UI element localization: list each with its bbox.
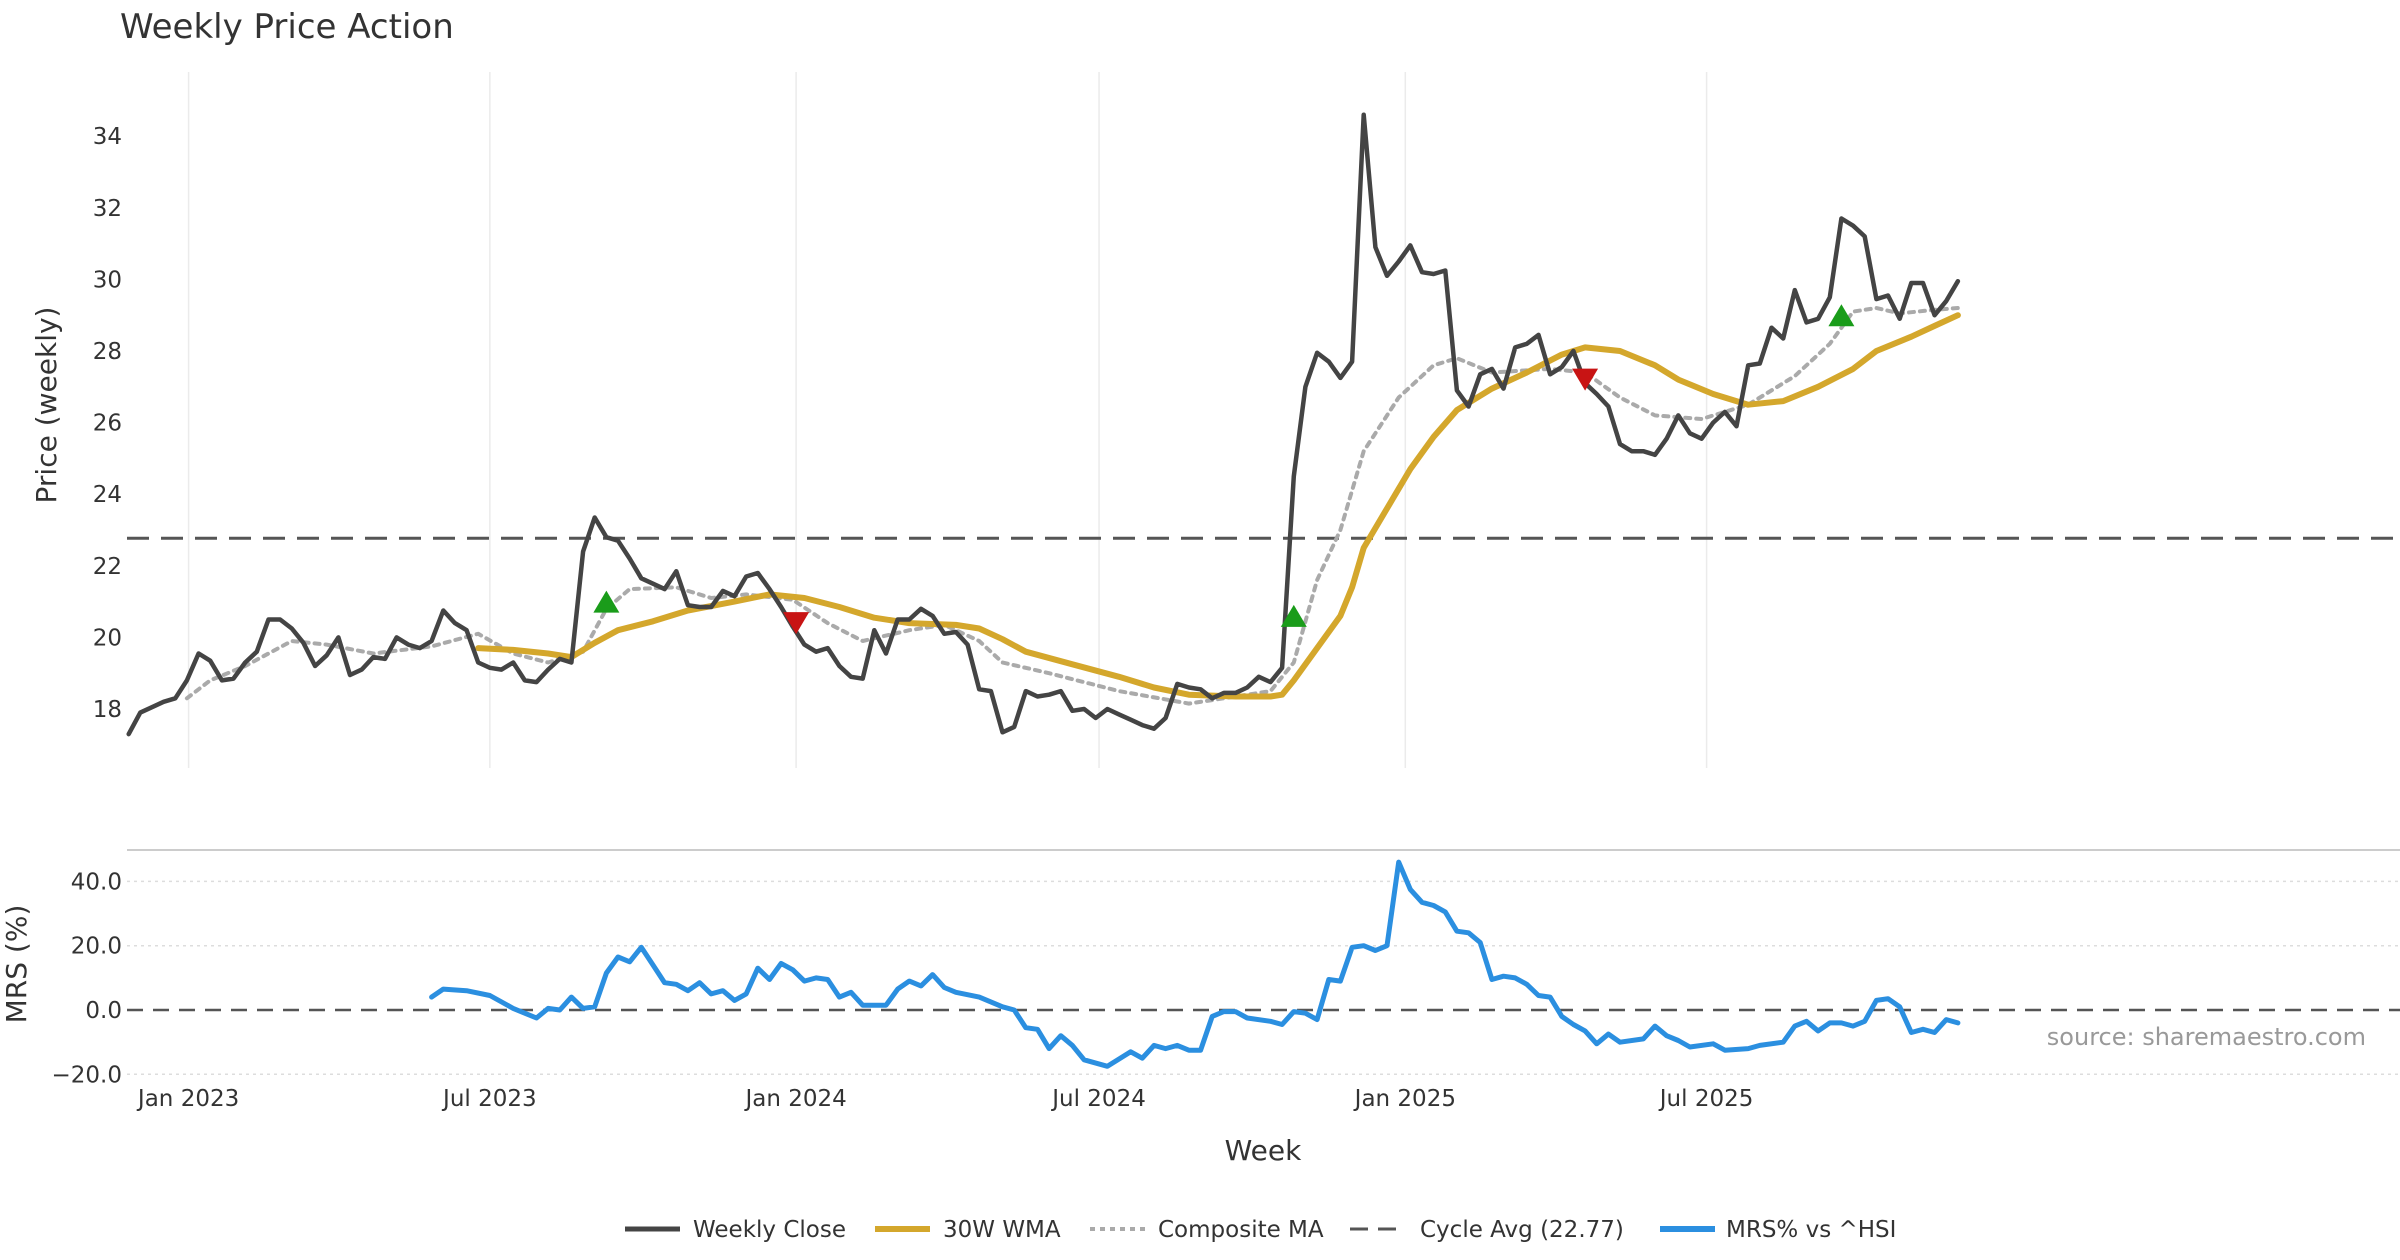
chart-title: Weekly Price Action <box>120 7 454 47</box>
legend-label-close: Weekly Close <box>693 1217 846 1243</box>
sell-signal-marker-1 <box>783 612 810 635</box>
buy-signal-marker-2 <box>1280 604 1307 627</box>
legend-label-cycle: Cycle Avg (22.77) <box>1420 1217 1624 1243</box>
x-tick-label-1: Jul 2023 <box>441 1086 537 1112</box>
series-line-close <box>126 112 1961 737</box>
price-tick-label-24: 24 <box>93 482 122 508</box>
legend-item-weekly-close: Weekly Close <box>625 1217 846 1243</box>
legend-label-composite: Composite MA <box>1158 1217 1324 1243</box>
buy-signal-marker-0 <box>593 590 620 613</box>
x-tick-label-0: Jan 2023 <box>136 1086 239 1112</box>
legend: Weekly Close 30W WMA Composite MA Cycle … <box>625 1217 1896 1243</box>
price-tick-label-28: 28 <box>93 339 122 365</box>
x-axis-label: Week <box>1225 1134 1302 1167</box>
x-tick-label-3: Jul 2024 <box>1050 1086 1146 1112</box>
buy-signal-marker-4 <box>1828 304 1855 327</box>
price-series <box>126 112 1961 737</box>
legend-label-wma: 30W WMA <box>943 1217 1061 1243</box>
x-tick-label-2: Jan 2024 <box>743 1086 846 1112</box>
mrs-series <box>429 859 1961 1069</box>
legend-item-30w-wma: 30W WMA <box>875 1217 1061 1243</box>
price-tick-label-32: 32 <box>93 196 122 222</box>
price-y-ticks: 18 20 22 24 26 28 30 32 34 <box>93 124 122 723</box>
legend-item-cycle-avg: Cycle Avg (22.77) <box>1350 1217 1624 1243</box>
price-tick-label-18: 18 <box>93 697 122 723</box>
legend-item-mrs: MRS% vs ^HSI <box>1660 1217 1896 1243</box>
mrs-tick-label-2: 20.0 <box>71 934 122 960</box>
price-tick-label-20: 20 <box>93 625 122 651</box>
price-tick-label-26: 26 <box>93 411 122 437</box>
x-tick-label-5: Jul 2025 <box>1658 1086 1754 1112</box>
mrs-y-ticks: −20.0 0.0 20.0 40.0 <box>52 869 122 1088</box>
price-tick-label-34: 34 <box>93 124 122 150</box>
price-grid <box>187 72 1708 768</box>
price-tick-label-22: 22 <box>93 554 122 580</box>
x-tick-label-4: Jan 2025 <box>1353 1086 1456 1112</box>
mrs-y-axis-label: MRS (%) <box>0 905 33 1024</box>
price-tick-label-30: 30 <box>93 267 122 293</box>
x-axis-ticks: Jan 2023 Jul 2023 Jan 2024 Jul 2024 Jan 2025… <box>136 1086 1753 1112</box>
mrs-tick-label-3: 40.0 <box>71 869 122 895</box>
legend-item-composite-ma: Composite MA <box>1090 1217 1324 1243</box>
mrs-tick-label-1: 0.0 <box>85 998 122 1024</box>
source-watermark: source: sharemaestro.com <box>2047 1023 2366 1051</box>
trade-signals <box>593 304 1855 635</box>
series-line-mrs <box>429 859 1961 1069</box>
mrs-grid <box>127 849 2400 1076</box>
series-line-wma <box>475 312 1961 700</box>
sell-signal-marker-3 <box>1572 368 1599 391</box>
legend-label-mrs: MRS% vs ^HSI <box>1726 1217 1896 1243</box>
price-y-axis-label: Price (weekly) <box>30 307 63 504</box>
series-line-composite <box>184 306 1960 706</box>
mrs-tick-label-0: −20.0 <box>52 1062 122 1088</box>
